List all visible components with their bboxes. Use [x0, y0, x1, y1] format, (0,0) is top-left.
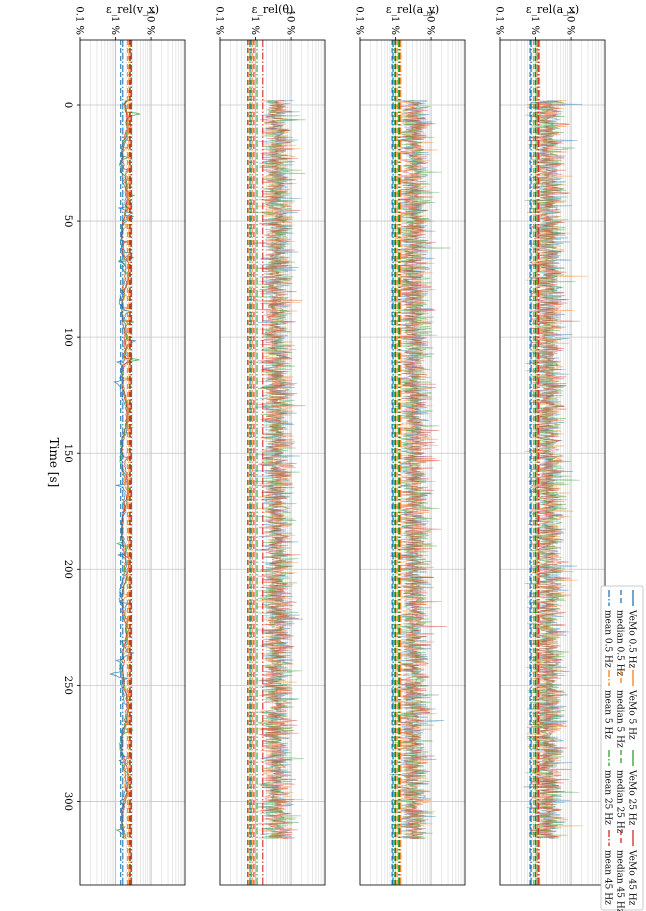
series-line [391, 100, 439, 839]
subplot-frame [79, 39, 186, 886]
y-tick-label: 10 % [425, 10, 436, 35]
x-axis-label: Time [s] [47, 438, 61, 488]
subplot-frame [219, 39, 326, 886]
subplot-grid [499, 40, 606, 885]
subplot-1: 0.1 % 1 % 10 %ε_rel(a_x) [494, 3, 606, 886]
y-axis-label: ε_rel(v_x) [106, 3, 159, 16]
y-axis-label: ε_rel(a_x) [526, 3, 579, 16]
series-line [115, 100, 141, 839]
legend-label: VeMo 0.5 Hz [627, 609, 637, 669]
legend-label: mean 5 Hz [603, 690, 613, 739]
y-tick-label: 1 % [109, 16, 120, 35]
legend-label: median 0.5 Hz [615, 610, 625, 677]
series-line [254, 100, 304, 839]
y-tick-label: 1 % [529, 16, 540, 35]
subplot-frame [499, 39, 606, 886]
y-tick-label: 1 % [249, 16, 260, 35]
series-line [121, 100, 133, 839]
legend-label: mean 0.5 Hz [603, 610, 613, 668]
subplot-frame [359, 39, 466, 886]
legend-label: median 25 Hz [615, 770, 625, 834]
legend-label: mean 25 Hz [603, 770, 613, 825]
legend-label: mean 45 Hz [603, 850, 613, 905]
series-line [251, 100, 302, 839]
y-tick-label: 0.1 % [494, 6, 505, 35]
subplot-2: 0.1 % 1 % 10 %ε_rel(a_y) [354, 3, 466, 886]
x-tick-label: 250 [62, 676, 73, 695]
y-tick-label: 0.1 % [354, 6, 365, 35]
legend-label: VeMo 45 Hz [627, 849, 637, 906]
y-tick-label: 1 % [389, 16, 400, 35]
x-tick-label: 50 [62, 215, 73, 228]
legend-label: VeMo 25 Hz [627, 769, 637, 826]
x-tick-label: 200 [62, 560, 73, 579]
y-tick-label: 0.1 % [74, 6, 85, 35]
series-line [389, 100, 445, 839]
series-line [253, 100, 306, 839]
y-axis-label: ε_rel(a_y) [386, 3, 439, 16]
series-line [389, 100, 448, 839]
series-line [523, 100, 583, 839]
subplot-grid [79, 40, 186, 885]
legend-label: median 45 Hz [615, 850, 625, 911]
subplot-4: 0.1 % 1 % 10 %ε_rel(v_x) 0 50 100 150 200 250 300 [62, 3, 186, 886]
x-tick-label: 0 [62, 102, 73, 108]
series-line [252, 100, 306, 839]
y-tick-label: 10 % [285, 10, 296, 35]
series-line [524, 100, 581, 839]
subplot-3: 0.1 % 1 % 10 %ε_rel(θ̇) [214, 3, 326, 886]
y-tick-label: 0.1 % [214, 6, 225, 35]
y-tick-label: 10 % [565, 10, 576, 35]
y-axis-label: ε_rel(θ̇) [252, 3, 294, 16]
series-line [389, 100, 451, 839]
y-tick-label: 10 % [145, 10, 156, 35]
x-tick-label: 100 [62, 328, 73, 347]
legend-label: VeMo 5 Hz [627, 689, 637, 740]
legend-label: median 5 Hz [615, 690, 625, 748]
x-tick-label: 300 [62, 792, 73, 811]
x-tick-label: 150 [62, 444, 73, 463]
